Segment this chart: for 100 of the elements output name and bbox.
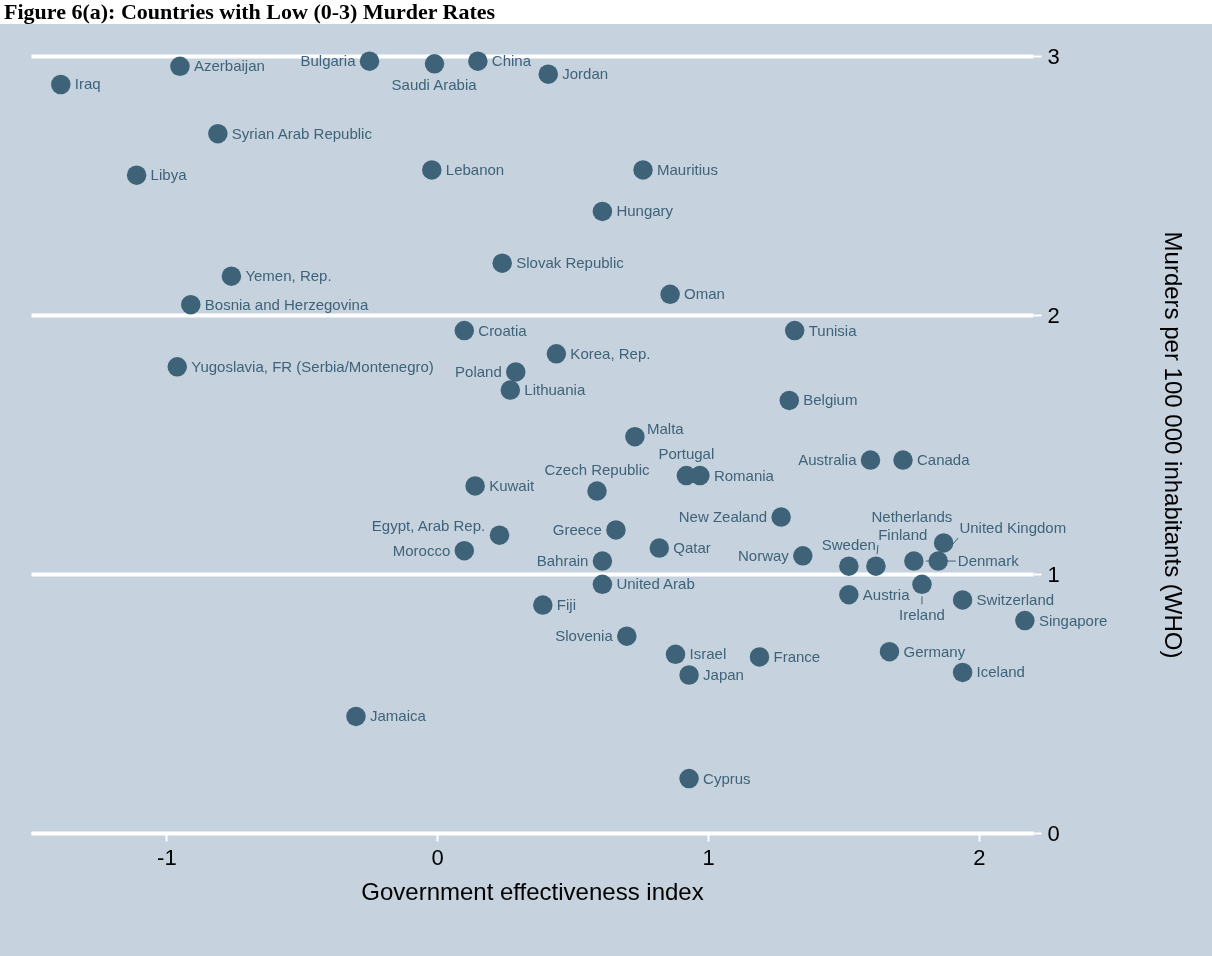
- annotation: Austria: [862, 585, 911, 603]
- annotation: Bosnia and Herzegovina: [204, 295, 369, 313]
- annotation: Saudi Arabia: [391, 76, 478, 94]
- x-tick-label: 1: [702, 844, 715, 870]
- annotation: Yugoslavia, FR (Serbia/Montenegro): [191, 357, 434, 375]
- annotation: Belgium: [803, 391, 858, 409]
- annotation: Tunisia: [808, 321, 858, 339]
- point: [665, 644, 686, 665]
- point: [839, 584, 859, 605]
- annotation: Japan: [703, 666, 744, 684]
- x-tick-label: 2: [973, 844, 986, 870]
- annotation: Denmark: [957, 552, 1020, 570]
- annotation: Mauritius: [657, 160, 718, 178]
- point: [454, 320, 475, 341]
- point: [649, 538, 670, 558]
- point: [679, 768, 699, 789]
- point: [617, 626, 637, 646]
- annotation: Croatia: [478, 321, 528, 339]
- point: [1015, 610, 1035, 631]
- point: [359, 51, 380, 71]
- annotation: Hungary: [616, 202, 674, 220]
- point: [454, 540, 475, 561]
- annotation: Singapore: [1038, 611, 1108, 629]
- point: [546, 344, 567, 364]
- annotation: Slovak Republic: [516, 254, 625, 272]
- point: [51, 74, 71, 95]
- annotation: Jordan: [562, 65, 609, 83]
- annotation: Ireland: [899, 605, 945, 623]
- point: [181, 294, 201, 315]
- point: [592, 551, 613, 571]
- annotation: Azerbaijan: [193, 57, 265, 75]
- annotation: Iceland: [976, 663, 1025, 681]
- point: [933, 533, 954, 553]
- point: [592, 574, 613, 595]
- annotation: Lebanon: [445, 160, 505, 178]
- point: [866, 556, 886, 576]
- point: [893, 450, 913, 470]
- point: [606, 520, 626, 540]
- point: [592, 201, 613, 222]
- point: [346, 706, 366, 727]
- point: [208, 123, 228, 144]
- annotation: Egypt, Arab Rep.: [371, 517, 486, 535]
- annotation: Czech Republic: [544, 460, 651, 478]
- point: [500, 380, 521, 400]
- annotation: Israel: [689, 645, 727, 663]
- annotation: Bulgaria: [300, 52, 357, 70]
- point: [771, 507, 791, 527]
- point: [779, 390, 800, 411]
- annotation: Finland: [878, 525, 928, 543]
- point: [784, 320, 805, 341]
- point: [170, 56, 190, 77]
- point: [952, 590, 973, 610]
- annotation: Bahrain: [536, 552, 589, 570]
- annotation: Greece: [552, 520, 602, 538]
- point: [465, 476, 485, 496]
- y-tick-label: 0: [1047, 820, 1060, 846]
- point: [221, 266, 242, 286]
- point: [422, 160, 442, 180]
- annotation: Canada: [917, 451, 971, 469]
- point: [793, 546, 813, 566]
- annotation: Kuwait: [489, 476, 535, 494]
- x-axis-title: Government effectiveness index: [361, 877, 704, 905]
- annotation: Morocco: [392, 541, 451, 559]
- point: [468, 51, 488, 71]
- point: [424, 54, 445, 74]
- point: [538, 64, 558, 84]
- point: [952, 662, 973, 683]
- annotation: United Arab: [616, 575, 695, 593]
- chart-title: Figure 6(a): Countries with Low (0-3) Murder Rates: [3, 0, 497, 24]
- annotation: Malta: [646, 420, 685, 438]
- annotation: Syrian Arab Republic: [231, 124, 373, 142]
- annotation: Romania: [713, 466, 775, 484]
- annotation: New Zealand: [678, 508, 768, 526]
- y-axis-title: Murders per 100 000 inhabitants (WHO): [1159, 231, 1187, 659]
- x-tick-label: 0: [431, 844, 444, 870]
- annotation: China: [491, 52, 532, 70]
- annotation: Jamaica: [369, 707, 427, 725]
- point: [879, 641, 900, 662]
- annotation: Lithuania: [524, 381, 586, 399]
- annotation: Portugal: [658, 445, 715, 463]
- y-tick-label: 3: [1047, 43, 1060, 69]
- x-tick-label: -1: [157, 844, 177, 870]
- point: [533, 595, 553, 615]
- annotation: Norway: [737, 546, 790, 564]
- annotation: Sweden: [821, 535, 876, 553]
- annotation: Qatar: [673, 539, 711, 557]
- point: [587, 481, 607, 501]
- annotation: United Kingdom: [959, 518, 1067, 536]
- point: [660, 284, 680, 305]
- annotation: Germany: [903, 642, 966, 660]
- point: [860, 450, 881, 470]
- annotation: Poland: [455, 362, 502, 380]
- point: [839, 556, 859, 576]
- point: [489, 525, 510, 545]
- annotation: Australia: [798, 451, 858, 469]
- annotation: Iraq: [74, 75, 101, 93]
- point: [904, 551, 924, 571]
- point: [912, 574, 932, 595]
- point: [167, 357, 187, 377]
- annotation: Oman: [684, 285, 725, 303]
